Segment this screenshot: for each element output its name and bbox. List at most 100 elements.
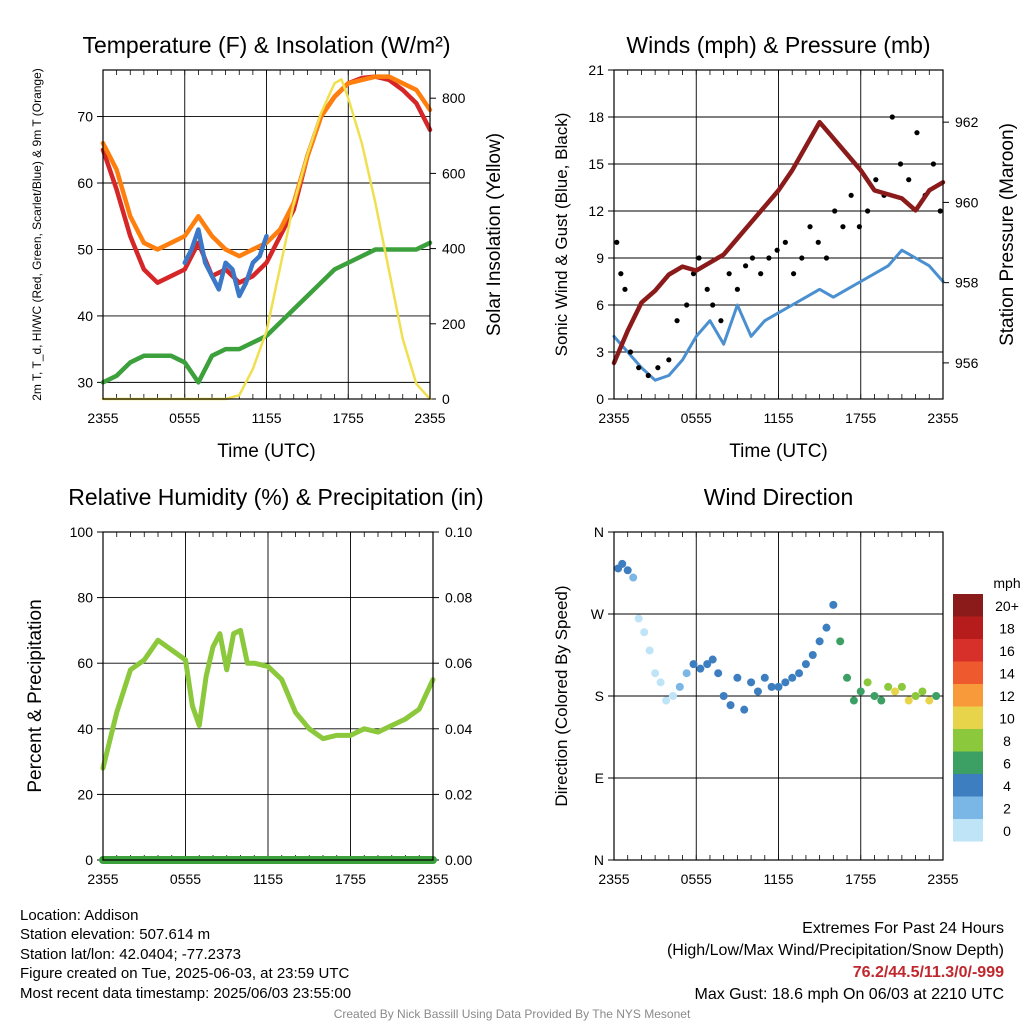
temp-xtick-label: 2355 — [87, 410, 118, 426]
rh-y2tick-label: 0.10 — [445, 524, 472, 540]
rh-frame — [102, 531, 434, 861]
colorbar-swatch — [953, 729, 983, 752]
temp-series-4 — [101, 78, 432, 401]
rh-ytick-label: 80 — [77, 590, 93, 606]
gust-point — [865, 208, 871, 214]
wdir-ytick-label: E — [595, 770, 604, 786]
gust-point — [815, 239, 821, 245]
gust-point — [674, 318, 680, 324]
wind-direction-point — [675, 682, 684, 691]
rh-ytick-label: 0 — [85, 852, 93, 868]
wind-direction-point — [849, 696, 858, 705]
wind-ylabel: Sonic Wind & Gust (Blue, Black) — [552, 113, 571, 357]
colorbar-label: 10 — [999, 711, 1015, 727]
gust-point — [758, 271, 764, 277]
panel-winds: 2355 0555 1155 1755 2355 Time (UTC) 0 3 6 9 12 15 18… — [552, 32, 1018, 462]
gust-point — [618, 271, 624, 277]
gust-point — [655, 365, 661, 371]
gust-point — [749, 255, 756, 261]
colorbar-label: 20+ — [995, 598, 1019, 614]
temp-xtick-label: 1155 — [251, 410, 281, 426]
colorbar-swatch — [953, 796, 983, 819]
temp-xlabel: Time (UTC) — [217, 441, 316, 462]
wind-xtick-label: 2355 — [598, 410, 629, 426]
gust-point — [873, 177, 879, 183]
temp-y2tick-label: 200 — [442, 316, 466, 332]
wind-frame — [613, 69, 944, 400]
wdir-ytick-label: N — [594, 852, 604, 868]
temp-y2tick-label: 0 — [442, 391, 450, 407]
wind-ytick-label: 15 — [588, 156, 604, 172]
wdir-frame — [613, 531, 944, 861]
wind-ytick-label: 3 — [596, 344, 604, 360]
temp-ytick-label: 40 — [77, 308, 93, 324]
wind-direction-point — [618, 559, 627, 568]
wind-ytick-label: 9 — [596, 250, 604, 266]
rh-ylabel: Percent & Precipitation — [25, 599, 46, 792]
wind-direction-point — [774, 682, 783, 691]
temp-ytick-label: 70 — [77, 109, 93, 125]
rh-y2tick-label: 0.00 — [445, 852, 472, 868]
gust-point — [710, 302, 716, 308]
wind-direction-point — [932, 692, 941, 700]
wdir-xtick-label: 2355 — [927, 871, 958, 887]
gust-point — [807, 224, 813, 230]
gust-point — [914, 130, 920, 136]
gust-point — [889, 114, 895, 120]
wind-xtick-label: 0555 — [681, 410, 712, 426]
wind-ytick-label: 21 — [588, 62, 604, 78]
wind-direction-point — [788, 673, 797, 682]
wind-direction-point — [836, 637, 845, 646]
gust-point — [897, 161, 904, 167]
panel-wind-direction: 2355 0555 1155 1755 2355 N E S W N Wind Direction D… — [552, 484, 1021, 887]
gust-point — [856, 224, 862, 230]
gust-point — [743, 263, 749, 269]
colorbar-label: 18 — [999, 621, 1015, 637]
station-elevation: Station elevation: 507.614 m — [20, 926, 211, 944]
wind-xtick-label: 2355 — [927, 410, 958, 426]
temp-ytick-label: 50 — [77, 241, 93, 257]
extremes-title: Extremes For Past 24 Hours — [802, 920, 1004, 937]
extremes-subtitle: (High/Low/Max Wind/Precipitation/Snow De… — [666, 942, 1004, 959]
gust-point — [848, 192, 854, 198]
colorbar-label: 16 — [999, 643, 1015, 659]
rh-title: Relative Humidity (%) & Precipitation (i… — [68, 484, 483, 510]
rh-y2tick-label: 0.02 — [445, 786, 472, 802]
gust-point — [684, 302, 690, 308]
wind-direction-point — [682, 669, 691, 678]
extremes-values: 76.2/44.5/11.3/0/-999 — [852, 964, 1004, 981]
gust-point — [666, 357, 672, 363]
colorbar-swatch — [953, 661, 983, 684]
wind-direction-point — [726, 701, 735, 710]
wind-direction-point — [733, 673, 742, 682]
max-gust: Max Gust: 18.6 mph On 06/03 at 2210 UTC — [694, 986, 1005, 1003]
extremes-panel: Extremes For Past 24 Hours (High/Low/Max… — [667, 918, 1004, 1006]
rh-ytick-label: 40 — [77, 721, 93, 737]
rh-xtick-label: 1155 — [253, 871, 283, 887]
gust-point — [782, 239, 788, 245]
temp-xtick-label: 2355 — [414, 410, 445, 426]
wdir-ylabel: Direction (Colored By Speed) — [552, 585, 571, 806]
colorbar-swatch — [953, 684, 983, 707]
wind-xtick-label: 1755 — [845, 410, 876, 426]
wind-direction-point — [911, 692, 920, 700]
wdir-ytick-label: W — [591, 606, 605, 622]
wind-direction-point — [760, 673, 769, 682]
temp-title: Temperature (F) & Insolation (W/m²) — [82, 32, 450, 58]
rh-y2tick-label: 0.04 — [445, 721, 472, 737]
colorbar-label: 2 — [1003, 801, 1011, 817]
rh-xtick-label: 2355 — [417, 871, 448, 887]
wdir-xtick-label: 1755 — [845, 871, 876, 887]
station-location: Location: Addison — [20, 907, 139, 924]
wind-ytick-label: 0 — [596, 391, 604, 407]
wind-direction-point — [696, 664, 705, 673]
station-latlon: Station lat/lon: 42.0404; -77.2373 — [20, 945, 242, 963]
wind-title: Winds (mph) & Pressure (mb) — [626, 32, 930, 58]
rh-xtick-label: 2355 — [87, 871, 118, 887]
wind-direction-point — [747, 678, 756, 687]
rh-y2tick-label: 0.08 — [445, 590, 472, 606]
rh-xtick-label: 1755 — [335, 871, 366, 887]
wdir-xtick-label: 1155 — [763, 871, 793, 887]
wind-direction-point — [815, 637, 824, 646]
